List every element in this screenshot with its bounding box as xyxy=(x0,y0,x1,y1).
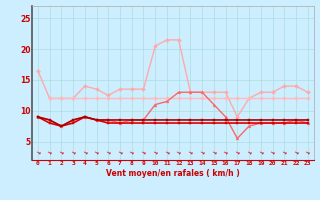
Text: →: → xyxy=(281,149,287,156)
Text: →: → xyxy=(46,149,53,156)
Text: →: → xyxy=(117,149,123,156)
Text: →: → xyxy=(305,149,311,156)
Text: →: → xyxy=(82,149,88,156)
Text: →: → xyxy=(211,149,217,156)
Text: →: → xyxy=(258,149,264,156)
Text: →: → xyxy=(175,149,182,156)
Text: →: → xyxy=(58,149,65,156)
Text: →: → xyxy=(152,149,158,156)
Text: →: → xyxy=(199,149,205,156)
Text: →: → xyxy=(246,149,252,156)
Text: →: → xyxy=(70,149,76,156)
Text: →: → xyxy=(93,149,100,156)
Text: →: → xyxy=(293,149,299,156)
Text: →: → xyxy=(129,149,135,156)
Text: →: → xyxy=(35,149,41,156)
Text: →: → xyxy=(140,149,147,156)
Text: →: → xyxy=(269,149,276,156)
Text: →: → xyxy=(222,149,229,156)
Text: →: → xyxy=(164,149,170,156)
Text: →: → xyxy=(187,149,194,156)
Text: →: → xyxy=(234,149,241,156)
Text: →: → xyxy=(105,149,111,156)
X-axis label: Vent moyen/en rafales ( km/h ): Vent moyen/en rafales ( km/h ) xyxy=(106,169,240,178)
